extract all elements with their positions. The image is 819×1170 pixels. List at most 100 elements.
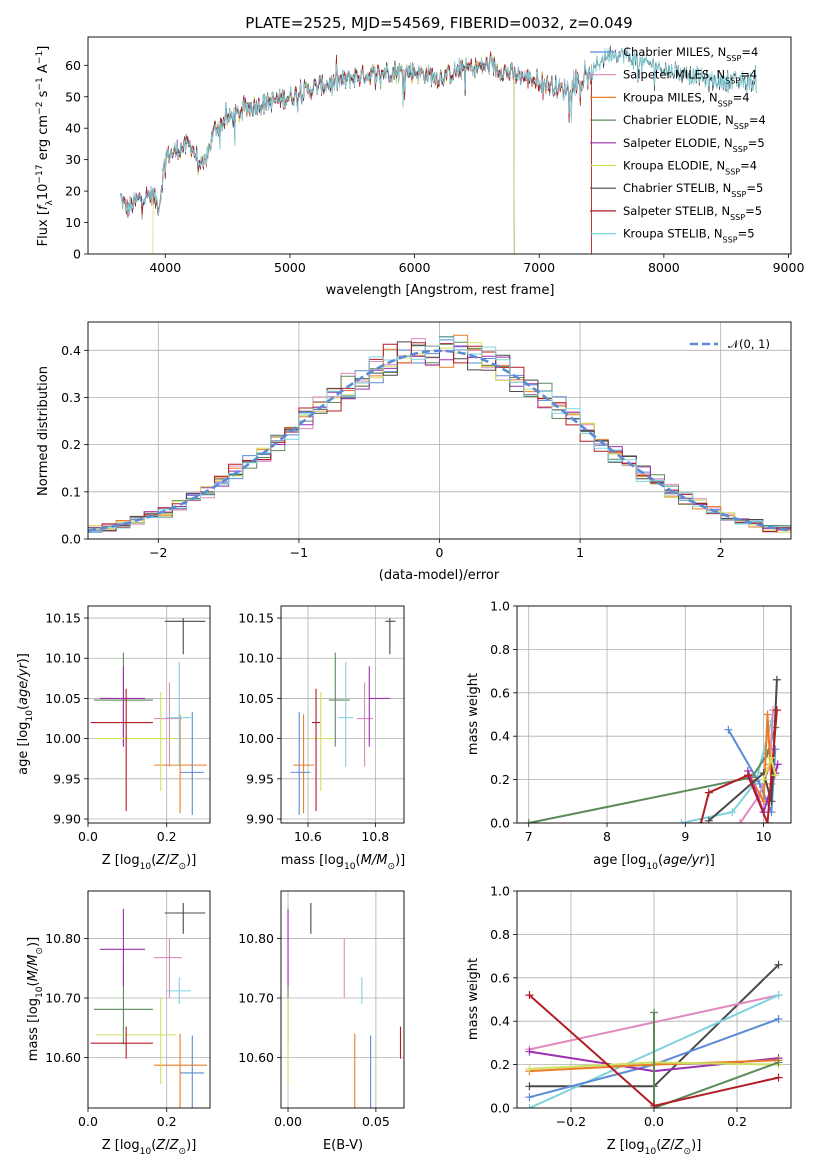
weight-z-marker: [774, 991, 783, 1000]
mass-z-ylabel: mass [log10(M/M⊙)]: [26, 937, 45, 1061]
age_vs_Z-frame: [87, 605, 211, 824]
residuals-ylabel: Normed distribution: [36, 366, 51, 496]
x-tick-label: 1: [576, 545, 584, 560]
weight_vs_Z-panel: −0.2 0.0 0.2 0.0 0.2 0.4 0.6 0.8 1.0: [490, 884, 792, 1129]
weight-age-marker: [759, 775, 768, 784]
weight-z-marker: [650, 1008, 658, 1017]
legend-entry: 𝒩(0, 1): [728, 337, 770, 351]
y-tick-label: 1.0: [490, 884, 510, 899]
legend-entry: Salpeter ELODIE, NSSP=5: [623, 136, 765, 154]
y-tick-label: 0.3: [61, 390, 81, 405]
weight-z-marker: [774, 1058, 783, 1067]
y-tick-label: 10: [65, 215, 81, 230]
spectrum-xlabel: wavelength [Angstrom, rest frame]: [326, 283, 555, 298]
weight-age-marker: [696, 819, 705, 823]
mass-ebv-xlabel: E(B-V): [323, 1138, 363, 1153]
x-tick-label: 10.8: [361, 829, 389, 844]
weight-age-line: [751, 714, 773, 805]
x-tick-label: 0.00: [274, 1114, 302, 1129]
weight-z-marker: [774, 960, 783, 969]
y-tick-label: 10.15: [45, 611, 81, 626]
weight-z-marker: [525, 1104, 534, 1108]
y-tick-label: 10.70: [45, 991, 81, 1006]
x-tick-label: 0.0: [78, 829, 98, 844]
weight-age-marker: [704, 816, 713, 823]
weight_vs_Z-frame: [516, 890, 792, 1109]
age-z-ylabel: age [log10(age/yr)]: [16, 653, 35, 775]
weight-z-marker: [774, 1015, 783, 1024]
y-tick-label: 0.0: [490, 1101, 510, 1116]
age_vs_mass-panel: 10.6 10.8 9.90 9.95 10.00 10.05 10.10 10.15: [238, 605, 405, 844]
x-tick-label: 7: [525, 829, 533, 844]
y-tick-label: 1.0: [490, 599, 510, 614]
x-tick-label: 10.6: [294, 829, 322, 844]
weight-age-marker: [772, 706, 781, 715]
y-tick-label: 0.4: [61, 343, 81, 358]
figure-title: PLATE=2525, MJD=54569, FIBERID=0032, z=0…: [245, 14, 632, 32]
legend-entry: Chabrier MILES, NSSP=4: [623, 45, 758, 63]
weight-age-marker: [767, 753, 776, 762]
y-tick-label: 0.2: [490, 1057, 510, 1072]
age_vs_mass-plot-area: [290, 618, 396, 815]
weight-age-marker: [763, 819, 772, 823]
y-tick-label: 10.10: [45, 651, 81, 666]
weight-z-xlabel: Z [log10(Z/Z⊙)]: [607, 1138, 702, 1157]
x-tick-label: 5000: [274, 260, 306, 275]
legend-entry: Salpeter MILES, NSSP=4: [623, 68, 757, 86]
legend-entry: Salpeter STELIB, NSSP=5: [623, 204, 762, 222]
age_vs_mass-frame: [280, 605, 405, 824]
weight-z-ylabel: mass weight: [466, 958, 481, 1040]
weight-age-marker: [704, 788, 713, 797]
spectrum-legend: Chabrier MILES, NSSP=4 Salpeter MILES, NS…: [590, 45, 766, 244]
x-tick-label: 6000: [399, 260, 431, 275]
y-tick-label: 0.2: [61, 437, 81, 452]
x-tick-label: −0.2: [556, 1114, 586, 1129]
y-tick-label: 9.90: [246, 811, 274, 826]
weight-age-marker: [677, 819, 686, 823]
weight-z-marker: [525, 1082, 534, 1091]
weight-z-marker: [525, 1064, 534, 1073]
age-z-xlabel: Z [log10(Z/Z⊙)]: [102, 853, 197, 872]
spectrum-frame: [87, 36, 792, 255]
weight-age-line: [528, 727, 777, 823]
y-tick-label: 0: [73, 247, 81, 262]
residuals-frame: [87, 321, 792, 540]
weight-age-marker: [772, 675, 781, 684]
weight-age-marker: [736, 819, 745, 823]
y-tick-label: 60: [65, 58, 81, 73]
y-tick-label: 10.80: [45, 931, 81, 946]
residuals-panel: −2 −1 0 1 2 0.0 0.1 0.2 0.3 0.4: [61, 321, 792, 560]
weight_vs_age-panel: 7 8 9 10 0.0 0.2 0.4 0.6 0.8 1.0: [490, 599, 792, 844]
y-tick-label: 10.10: [238, 651, 274, 666]
y-tick-label: 0.0: [61, 532, 81, 547]
weight-age-marker: [773, 760, 782, 769]
x-tick-label: 7000: [523, 260, 555, 275]
weight-age-line: [681, 720, 773, 823]
y-tick-label: 10.70: [238, 991, 274, 1006]
weight-z-marker: [650, 1101, 658, 1108]
y-tick-label: 0.2: [490, 772, 510, 787]
x-tick-label: 9: [681, 829, 689, 844]
weight-age-xlabel: age [log10(age/yr)]: [593, 853, 715, 872]
y-tick-label: 0.4: [490, 729, 510, 744]
age_vs_Z-panel: 0.0 0.2 9.90 9.95 10.00 10.05 10.10 10.15: [45, 605, 211, 844]
y-tick-label: 10.60: [238, 1050, 274, 1065]
y-tick-label: 10.05: [45, 691, 81, 706]
weight-age-ylabel: mass weight: [466, 673, 481, 755]
weight-z-marker: [525, 991, 534, 1000]
spectrum-panel: 4000 5000 6000 7000 8000 9000 0 10 20 30 40 50 60: [65, 36, 805, 275]
x-tick-label: 9000: [773, 260, 805, 275]
y-tick-label: 0.4: [490, 1014, 510, 1029]
weight-age-marker: [763, 710, 772, 719]
y-tick-label: 50: [65, 89, 81, 104]
mass_vs_ebv-plot-area: [287, 902, 402, 1108]
weight_vs_age-frame: [516, 605, 792, 824]
weight-z-marker: [525, 1047, 534, 1056]
weight_vs_age-plot-area: [524, 675, 782, 823]
legend-entry: Chabrier STELIB, NSSP=5: [623, 181, 763, 199]
legend-entry: Kroupa MILES, NSSP=4: [623, 90, 750, 108]
age_vs_Z-plot-area: [90, 618, 207, 815]
y-tick-label: 9.95: [246, 771, 274, 786]
weight-age-marker: [728, 808, 737, 817]
